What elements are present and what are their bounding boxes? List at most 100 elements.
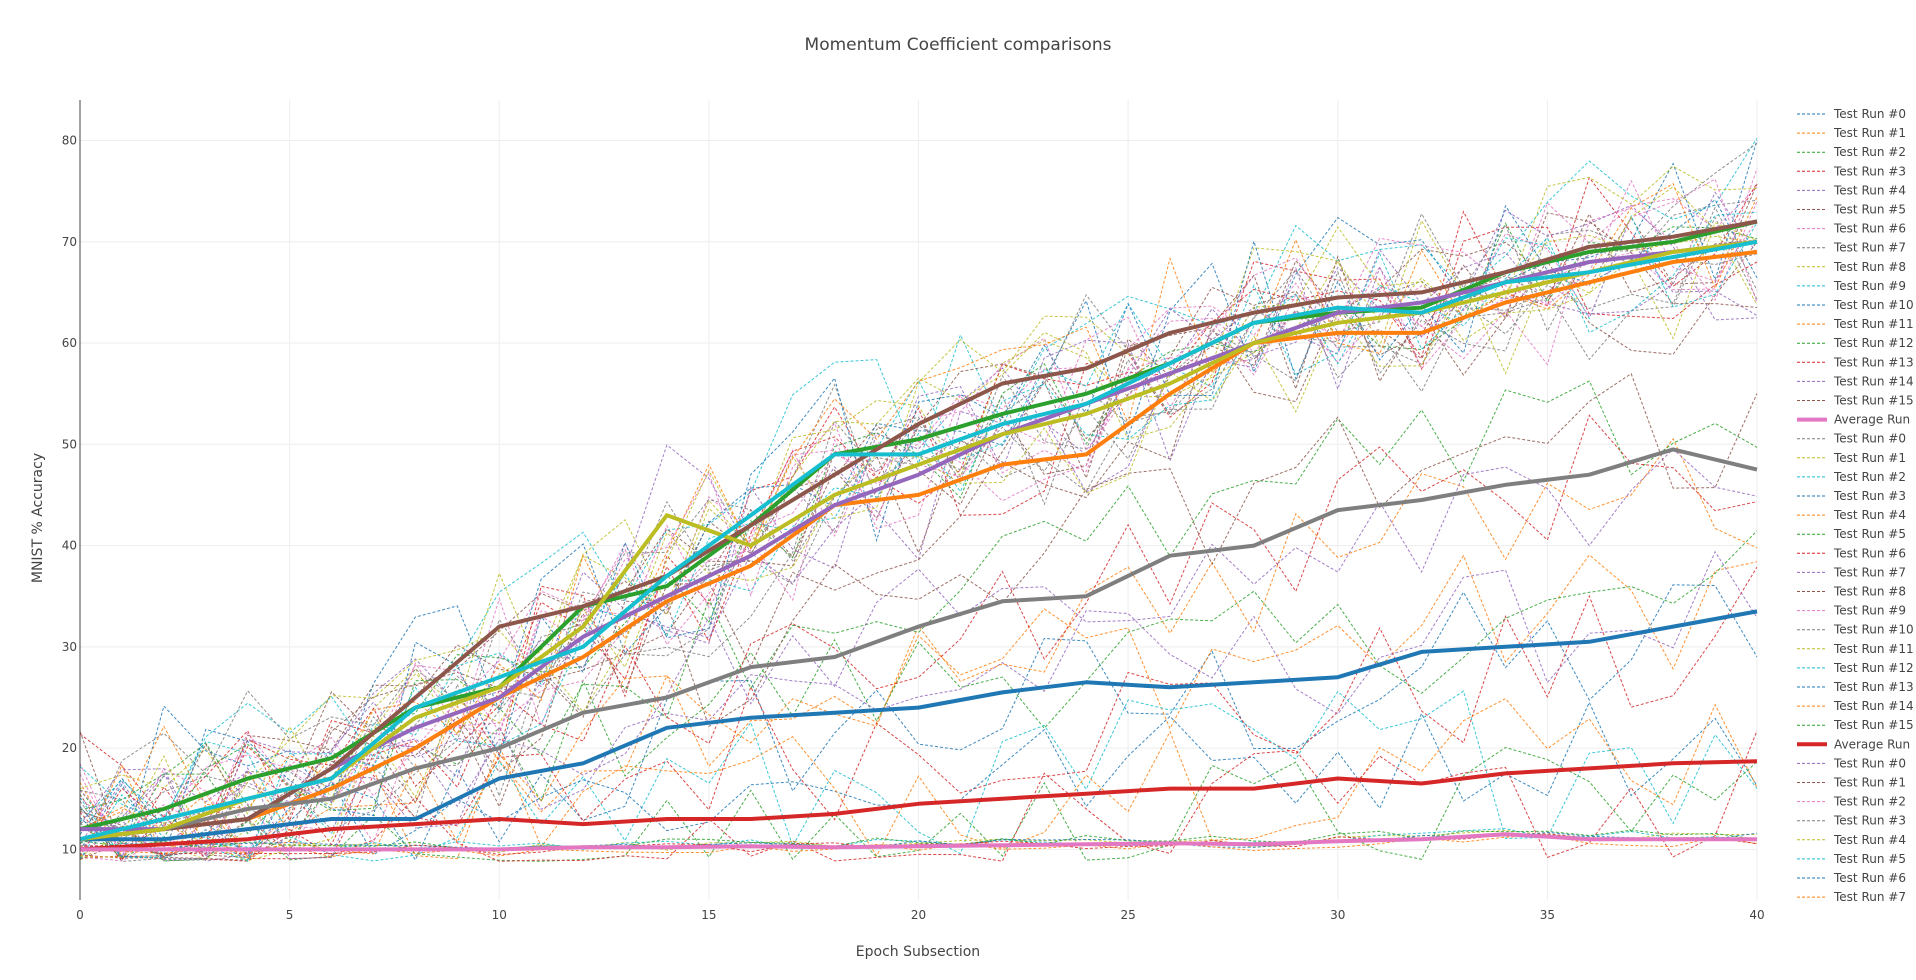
y-tick-label: 50 bbox=[62, 437, 77, 451]
legend-item[interactable]: Test Run #10 bbox=[1797, 623, 1914, 637]
legend-label: Test Run #0 bbox=[1833, 432, 1906, 446]
legend-item[interactable]: Test Run #5 bbox=[1797, 203, 1906, 217]
test-run-line bbox=[79, 448, 1758, 860]
legend-label: Test Run #1 bbox=[1833, 126, 1906, 140]
x-tick-label: 25 bbox=[1120, 908, 1135, 922]
legend-item[interactable]: Test Run #12 bbox=[1797, 661, 1914, 675]
y-tick-label: 80 bbox=[62, 134, 77, 148]
test-run-line bbox=[79, 550, 1758, 848]
legend-label: Test Run #14 bbox=[1833, 374, 1914, 388]
test-run-line bbox=[79, 182, 1758, 829]
test-run-line bbox=[79, 204, 1758, 861]
legend-item[interactable]: Average Run bbox=[1797, 413, 1910, 427]
legend-item[interactable]: Test Run #0 bbox=[1797, 107, 1906, 121]
legend-item[interactable]: Test Run #13 bbox=[1797, 355, 1914, 369]
y-tick-labels: 10 20 30 40 50 60 70 80 bbox=[62, 134, 77, 857]
test-run-line bbox=[79, 191, 1758, 850]
average-run-line bbox=[80, 609, 1758, 842]
legend-label: Test Run #6 bbox=[1833, 546, 1906, 560]
legend-item[interactable]: Test Run #1 bbox=[1797, 451, 1906, 465]
legend-label: Test Run #9 bbox=[1833, 604, 1906, 618]
legend-item[interactable]: Test Run #8 bbox=[1797, 585, 1906, 599]
x-tick-label: 40 bbox=[1749, 908, 1764, 922]
x-tick-label: 35 bbox=[1540, 908, 1555, 922]
legend-item[interactable]: Test Run #14 bbox=[1797, 374, 1914, 388]
legend-label: Test Run #0 bbox=[1833, 756, 1906, 770]
x-tick-label: 30 bbox=[1330, 908, 1345, 922]
legend-label: Test Run #2 bbox=[1833, 470, 1906, 484]
grid bbox=[79, 100, 1758, 900]
average-run-line bbox=[79, 239, 1758, 842]
legend-item[interactable]: Test Run #6 bbox=[1797, 546, 1906, 560]
test-run-line bbox=[79, 199, 1758, 862]
average-lines bbox=[79, 219, 1758, 852]
legend-item[interactable]: Test Run #0 bbox=[1797, 432, 1906, 446]
legend-item[interactable]: Test Run #8 bbox=[1797, 260, 1906, 274]
y-tick-label: 30 bbox=[62, 640, 77, 654]
legend-label: Test Run #6 bbox=[1833, 222, 1906, 236]
y-tick-label: 40 bbox=[62, 539, 77, 553]
x-axis-title: Epoch Subsection bbox=[856, 944, 980, 960]
legend-item[interactable]: Test Run #2 bbox=[1797, 470, 1906, 484]
legend-label: Test Run #7 bbox=[1833, 241, 1906, 255]
legend-item[interactable]: Test Run #9 bbox=[1797, 279, 1906, 293]
average-run-line bbox=[79, 249, 1758, 842]
legend-item[interactable]: Test Run #15 bbox=[1797, 718, 1914, 732]
test-run-line bbox=[79, 168, 1758, 852]
test-run-line bbox=[79, 212, 1758, 860]
legend-item[interactable]: Test Run #2 bbox=[1797, 145, 1906, 159]
average-run-line bbox=[79, 219, 1758, 842]
legend-item[interactable]: Test Run #5 bbox=[1797, 527, 1906, 541]
legend-item[interactable]: Test Run #10 bbox=[1797, 298, 1914, 312]
legend-label: Test Run #13 bbox=[1833, 680, 1914, 694]
legend-label: Test Run #4 bbox=[1833, 183, 1906, 197]
test-run-line bbox=[79, 530, 1758, 845]
legend-item[interactable]: Test Run #7 bbox=[1797, 241, 1906, 255]
legend-item[interactable]: Test Run #11 bbox=[1797, 317, 1914, 331]
legend-label: Test Run #7 bbox=[1833, 890, 1906, 904]
test-run-line bbox=[79, 229, 1758, 859]
legend-item[interactable]: Test Run #3 bbox=[1797, 164, 1906, 178]
legend-item[interactable]: Test Run #14 bbox=[1797, 699, 1914, 713]
legend-item[interactable]: Test Run #1 bbox=[1797, 776, 1906, 790]
test-run-line bbox=[79, 554, 1758, 858]
legend-label: Test Run #3 bbox=[1833, 489, 1906, 503]
chart-title: Momentum Coefficient comparisons bbox=[805, 35, 1112, 55]
legend-label: Test Run #5 bbox=[1833, 527, 1906, 541]
test-run-line bbox=[79, 234, 1758, 815]
legend-item[interactable]: Test Run #7 bbox=[1797, 565, 1906, 579]
average-run-line bbox=[79, 219, 1758, 832]
average-run-line bbox=[79, 239, 1758, 842]
legend-item[interactable]: Test Run #6 bbox=[1797, 871, 1906, 885]
legend-label: Test Run #4 bbox=[1833, 508, 1906, 522]
legend-label: Test Run #6 bbox=[1833, 871, 1906, 885]
y-tick-label: 20 bbox=[62, 741, 77, 755]
legend-item[interactable]: Test Run #1 bbox=[1797, 126, 1906, 140]
legend-item[interactable]: Test Run #9 bbox=[1797, 604, 1906, 618]
legend-item[interactable]: Test Run #4 bbox=[1797, 508, 1906, 522]
legend-item[interactable]: Test Run #12 bbox=[1797, 336, 1914, 350]
legend-item[interactable]: Test Run #7 bbox=[1797, 890, 1906, 904]
legend-item[interactable]: Average Run bbox=[1797, 737, 1910, 751]
legend-item[interactable]: Test Run #4 bbox=[1797, 183, 1906, 197]
legend-item[interactable]: Test Run #4 bbox=[1797, 833, 1906, 847]
legend-item[interactable]: Test Run #6 bbox=[1797, 222, 1906, 236]
legend-label: Test Run #4 bbox=[1833, 833, 1906, 847]
legend-item[interactable]: Test Run #5 bbox=[1797, 852, 1906, 866]
legend-item[interactable]: Test Run #11 bbox=[1797, 642, 1914, 656]
legend-label: Test Run #2 bbox=[1833, 145, 1906, 159]
legend-label: Test Run #1 bbox=[1833, 451, 1906, 465]
test-run-line bbox=[79, 211, 1758, 861]
legend-item[interactable]: Test Run #0 bbox=[1797, 756, 1906, 770]
legend-label: Test Run #8 bbox=[1833, 260, 1906, 274]
test-run-line bbox=[79, 697, 1758, 860]
y-tick-label: 10 bbox=[62, 842, 77, 856]
legend-label: Test Run #14 bbox=[1833, 699, 1914, 713]
legend-item[interactable]: Test Run #13 bbox=[1797, 680, 1914, 694]
legend-item[interactable]: Test Run #3 bbox=[1797, 814, 1906, 828]
legend-item[interactable]: Test Run #2 bbox=[1797, 795, 1906, 809]
x-tick-label: 0 bbox=[76, 908, 84, 922]
legend-item[interactable]: Test Run #3 bbox=[1797, 489, 1906, 503]
legend-item[interactable]: Test Run #15 bbox=[1797, 394, 1914, 408]
